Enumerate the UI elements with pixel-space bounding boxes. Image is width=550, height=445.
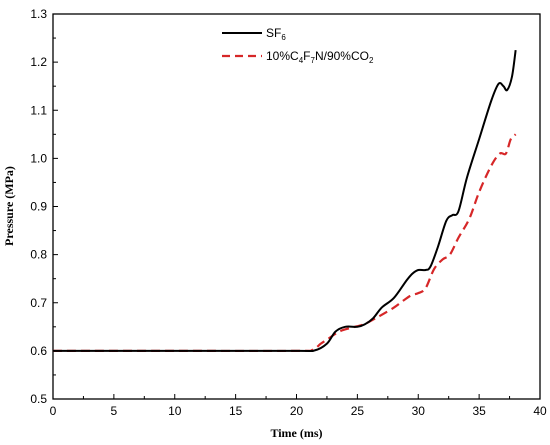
x-tick-label: 30 <box>412 404 426 418</box>
y-tick-label: 0.8 <box>30 248 47 262</box>
x-tick-label: 20 <box>290 404 304 418</box>
legend-sf6-main: SF <box>266 26 281 40</box>
legend-mix-subscript: 2 <box>369 56 374 65</box>
y-tick-label: 1.3 <box>30 7 47 21</box>
x-tick-label: 35 <box>472 404 486 418</box>
series-line-mix <box>53 133 517 353</box>
legend-mix-subscript: 4 <box>299 56 304 65</box>
legend-mix-text-part: F <box>303 49 310 63</box>
legend: SF6 10%C4F7N/90%CO2 <box>222 26 374 65</box>
y-axis-title: Pressure (MPa) <box>2 166 16 246</box>
legend-mix-subscript: 7 <box>310 56 315 65</box>
y-tick-label: 1.2 <box>30 55 47 69</box>
x-tick-label: 40 <box>533 404 547 418</box>
plot-frame <box>52 13 541 400</box>
x-axis-title: Time (ms) <box>270 426 322 440</box>
y-tick-label: 0.5 <box>30 392 47 406</box>
y-tick-label: 0.9 <box>30 200 47 214</box>
series-lines <box>53 49 517 353</box>
axis-ticks: 0 5 10 15 20 25 30 35 40 0.5 0.6 0.7 0.8 0.9 1.0 1.1 1.2… <box>30 7 547 418</box>
x-tick-label: 0 <box>50 404 57 418</box>
x-tick-label: 15 <box>229 404 243 418</box>
legend-mix-label: 10%C4F7N/90%CO2 <box>266 49 374 65</box>
y-tick-label: 0.6 <box>30 344 47 358</box>
legend-mix-text-part: 10%C <box>266 49 299 63</box>
series-line-sf6 <box>53 49 517 353</box>
y-tick-label: 1.0 <box>30 151 47 165</box>
x-tick-label: 10 <box>168 404 182 418</box>
legend-sf6-sub: 6 <box>281 33 286 42</box>
x-tick-label: 5 <box>111 404 118 418</box>
y-tick-label: 0.7 <box>30 296 47 310</box>
legend-mix-text-part: N/90%CO <box>315 49 369 63</box>
x-tick-label: 25 <box>351 404 365 418</box>
y-tick-label: 1.1 <box>30 103 47 117</box>
legend-sf6-label: SF6 <box>266 26 286 42</box>
